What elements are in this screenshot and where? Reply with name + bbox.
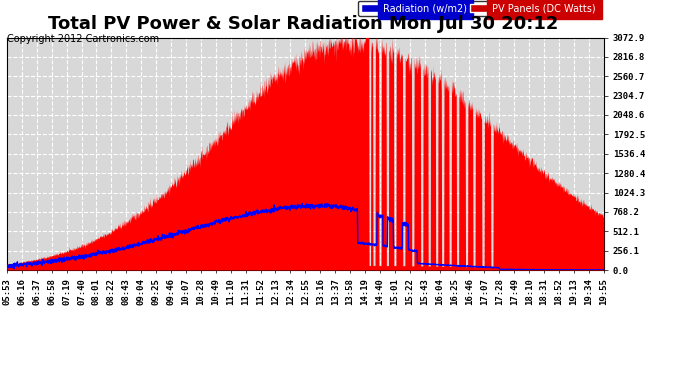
Text: Total PV Power & Solar Radiation Mon Jul 30 20:12: Total PV Power & Solar Radiation Mon Jul… [48,15,559,33]
Text: Copyright 2012 Cartronics.com: Copyright 2012 Cartronics.com [7,34,159,44]
Legend: Radiation (w/m2), PV Panels (DC Watts): Radiation (w/m2), PV Panels (DC Watts) [358,0,599,16]
